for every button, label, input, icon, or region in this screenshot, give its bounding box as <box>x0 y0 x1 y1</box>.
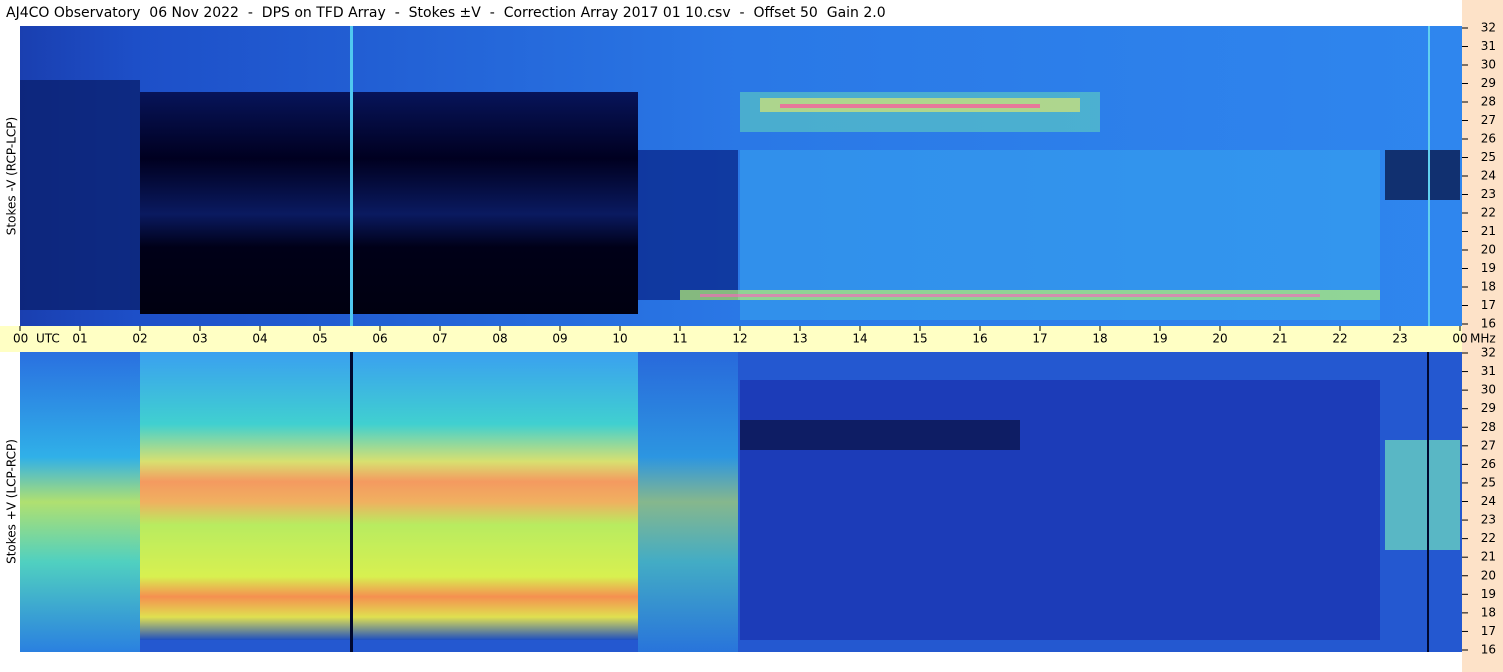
x-tick-label: 08 <box>492 332 507 346</box>
panel-label: Stokes +V (LCP-RCP) <box>5 439 19 564</box>
y-tick-label: 16 <box>1481 317 1496 331</box>
y-unit: MHz <box>1470 332 1496 346</box>
y-tick-label: 23 <box>1481 187 1496 201</box>
x-tick-label: 16 <box>972 332 987 346</box>
y-tick-label: 20 <box>1481 243 1496 257</box>
x-tick-label: 21 <box>1272 332 1287 346</box>
y-tick-label: 21 <box>1481 224 1496 238</box>
y-tick-label: 23 <box>1481 513 1496 527</box>
y-tick-label: 27 <box>1481 438 1496 452</box>
y-tick-label: 16 <box>1481 643 1496 657</box>
y-tick-label: 17 <box>1481 298 1496 312</box>
y-tick-label: 32 <box>1481 21 1496 35</box>
x-tick-label: 23 <box>1392 332 1407 346</box>
y-tick-label: 22 <box>1481 206 1496 220</box>
y-tick-label: 32 <box>1481 346 1496 360</box>
time-strip <box>0 326 1462 352</box>
y-tick-label: 27 <box>1481 113 1496 127</box>
x-tick-label: 11 <box>672 332 687 346</box>
x-tick-label: 02 <box>132 332 147 346</box>
y-tick-label: 28 <box>1481 95 1496 109</box>
y-tick-label: 22 <box>1481 531 1496 545</box>
y-tick-label: 20 <box>1481 568 1496 582</box>
x-tick-label: 13 <box>792 332 807 346</box>
bottom-panel <box>20 352 1462 652</box>
y-tick-label: 30 <box>1481 383 1496 397</box>
y-tick-label: 17 <box>1481 624 1496 638</box>
x-tick-label: 20 <box>1212 332 1227 346</box>
y-tick-label: 24 <box>1481 494 1496 508</box>
y-tick-label: 26 <box>1481 457 1496 471</box>
x-tick-label: 19 <box>1152 332 1167 346</box>
x-tick-label: 15 <box>912 332 927 346</box>
y-tick-label: 18 <box>1481 280 1496 294</box>
x-tick-label: 07 <box>432 332 447 346</box>
x-tick-label: 09 <box>552 332 567 346</box>
x-tick-label: 00 <box>1452 332 1467 346</box>
x-tick-label: 01 <box>72 332 87 346</box>
y-tick-label: 29 <box>1481 76 1496 90</box>
x-tick-label: 03 <box>192 332 207 346</box>
x-tick-label: 14 <box>852 332 867 346</box>
x-tick-label: 06 <box>372 332 387 346</box>
y-tick-label: 19 <box>1481 587 1496 601</box>
y-tick-label: 18 <box>1481 605 1496 619</box>
x-tick-label: 04 <box>252 332 267 346</box>
x-tick-label: 10 <box>612 332 627 346</box>
title: AJ4CO Observatory 06 Nov 2022 - DPS on T… <box>6 5 886 21</box>
x-unit: UTC <box>36 332 60 346</box>
y-tick-label: 19 <box>1481 261 1496 275</box>
y-tick-label: 30 <box>1481 58 1496 72</box>
x-tick-label: 22 <box>1332 332 1347 346</box>
x-tick-label: 18 <box>1092 332 1107 346</box>
panel-label: Stokes -V (RCP-LCP) <box>5 117 19 235</box>
y-tick-label: 26 <box>1481 132 1496 146</box>
x-tick-label: 17 <box>1032 332 1047 346</box>
x-tick-label: 05 <box>312 332 327 346</box>
y-tick-label: 31 <box>1481 39 1496 53</box>
axes: 00 01 02 03 04 05 06 07 08 09 10 11 12 13 14 15 16 17 18 19… <box>5 21 1497 657</box>
y-tick-label: 25 <box>1481 475 1496 489</box>
top-panel <box>20 26 1462 326</box>
y-tick-label: 28 <box>1481 420 1496 434</box>
y-tick-label: 25 <box>1481 150 1496 164</box>
y-tick-label: 29 <box>1481 401 1496 415</box>
freq-strip <box>1462 0 1503 672</box>
x-tick-label: 12 <box>732 332 747 346</box>
x-tick-label: 00 <box>13 332 28 346</box>
y-tick-label: 24 <box>1481 169 1496 183</box>
y-tick-label: 21 <box>1481 550 1496 564</box>
y-tick-label: 31 <box>1481 364 1496 378</box>
